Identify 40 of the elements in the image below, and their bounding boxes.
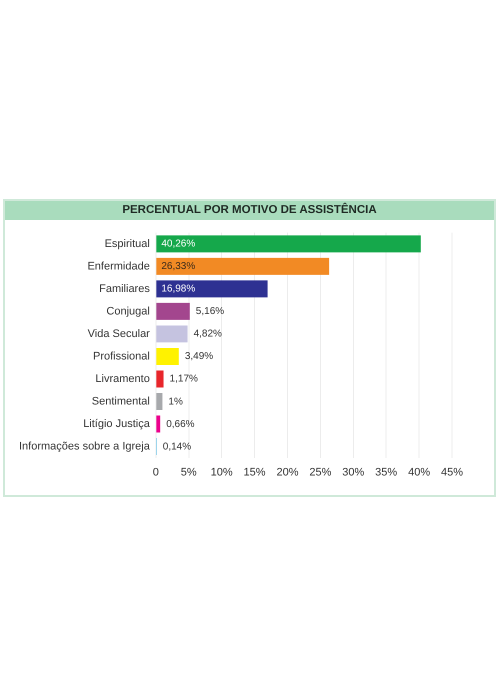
bar [156, 370, 164, 388]
data-label: 1,17% [170, 374, 198, 385]
x-tick-label: 15% [244, 466, 266, 478]
x-tick-label: 40% [408, 466, 430, 478]
y-tick-label: Litígio Justiça [83, 418, 151, 430]
bar [156, 302, 190, 320]
bar [156, 348, 179, 365]
y-tick-label: Enfermidade [87, 260, 150, 272]
data-label: 26,33% [161, 261, 196, 272]
x-tick-label: 10% [210, 466, 233, 478]
data-label: 40,26% [161, 238, 196, 250]
x-tick-label: 35% [375, 466, 398, 478]
data-label: 1% [168, 396, 183, 408]
y-tick-label: Vida Secular [88, 328, 150, 340]
y-tick-label: Espiritual [104, 238, 150, 250]
data-label: 3,49% [184, 351, 214, 362]
y-tick-label: Profissional [92, 350, 150, 362]
bar [156, 280, 268, 298]
data-label: 4,82% [194, 328, 222, 340]
chart-title: PERCENTUAL POR MOTIVO DE ASSISTÊNCIA [5, 201, 494, 220]
y-tick-label: Livramento [95, 373, 150, 386]
bar [156, 393, 162, 410]
data-label: 5,16% [196, 306, 224, 318]
y-tick-label: Conjugal [106, 305, 150, 318]
x-tick-label: 25% [309, 466, 332, 478]
bar [156, 416, 160, 433]
y-tick-label: Sentimental [92, 396, 150, 408]
x-tick-label: 0 [152, 466, 159, 478]
x-tick-label: 20% [276, 466, 299, 478]
data-label: 16,98% [161, 284, 196, 295]
y-tick-label: Informações sobre a Igreja [18, 440, 151, 453]
data-label: 0,66% [166, 418, 195, 430]
data-label: 0,14% [162, 441, 192, 452]
bar [156, 325, 188, 342]
x-tick-label: 5% [180, 466, 197, 478]
bar [156, 235, 421, 252]
y-tick-label: Familiares [99, 282, 150, 295]
x-tick-label: 30% [342, 466, 364, 478]
x-tick-label: 45% [440, 466, 464, 478]
bar [156, 258, 330, 275]
